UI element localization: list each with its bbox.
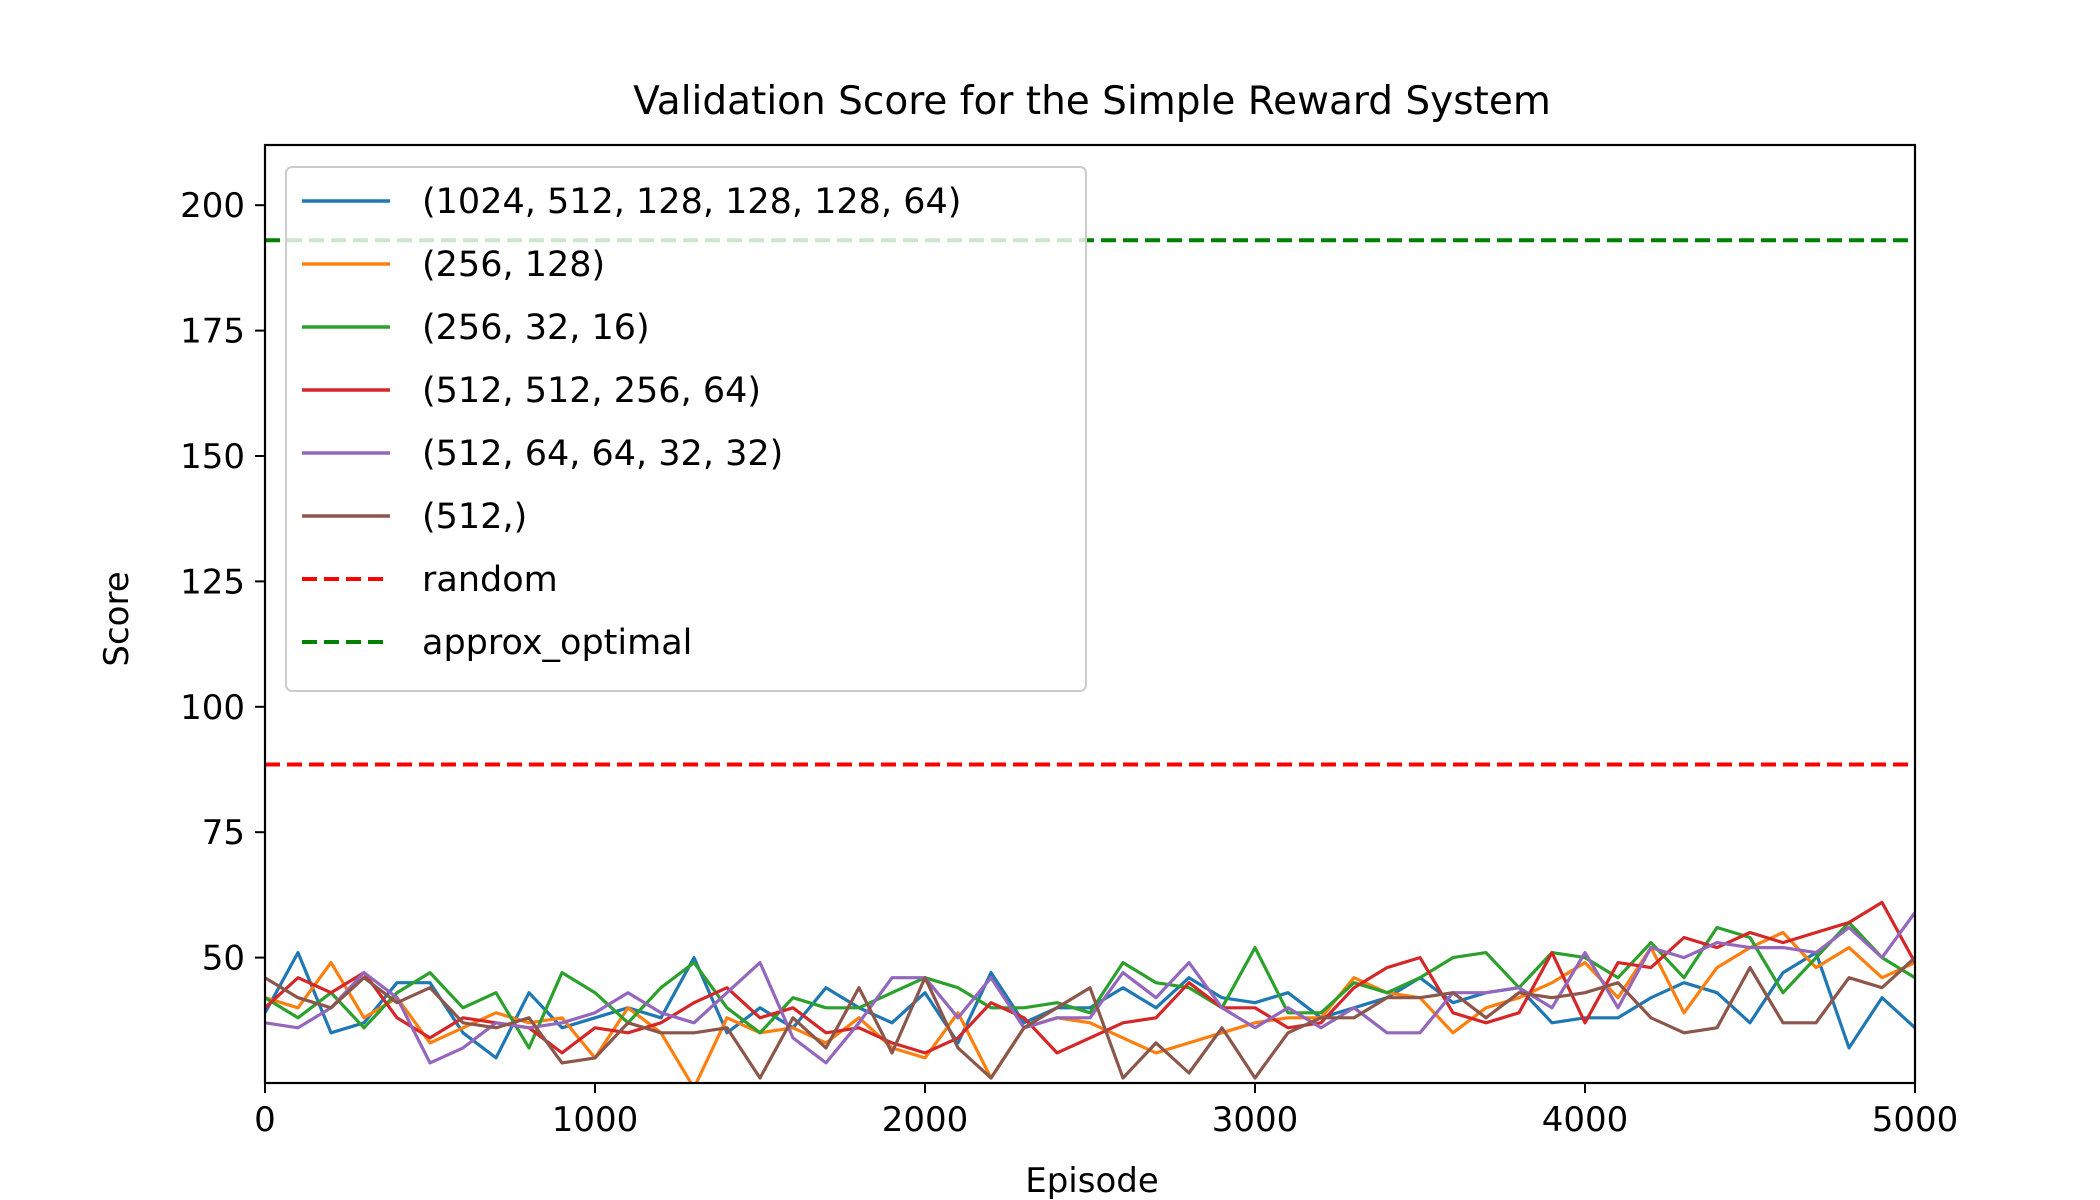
plot-area	[265, 238, 1915, 1083]
y-tick-label: 125	[180, 562, 245, 602]
x-tick-label: 3000	[1212, 1100, 1299, 1140]
x-tick-label: 5000	[1872, 1100, 1959, 1140]
axes: 0 1000 2000 3000 4000 5000 50 75 100 125 150 175 200	[180, 143, 1959, 1140]
x-tick-label: 2000	[882, 1100, 969, 1140]
legend-box	[285, 166, 1087, 692]
legend-label-1024-512-128-128-128-64: (1024, 512, 128, 128, 128, 64)	[422, 182, 961, 222]
legend-label-256-128: (256, 128)	[422, 245, 605, 285]
series-1024-512-128-128-128-64-line	[265, 950, 1915, 1060]
legend-label-512: (512,)	[422, 497, 527, 537]
legend: (1024, 512, 128, 128, 128, 64) (256, 128)…	[285, 166, 1087, 692]
legend-label-approx-optimal: approx_optimal	[422, 623, 692, 663]
series-512-line	[265, 956, 1915, 1080]
legend-label-256-32-16: (256, 32, 16)	[422, 308, 650, 348]
legend-label-512-64-64-32-32: (512, 64, 64, 32, 32)	[422, 434, 783, 474]
y-tick-label: 75	[202, 813, 245, 853]
series-512-64-64-32-32-line	[265, 911, 1915, 1065]
legend-label-512-512-256-64: (512, 512, 256, 64)	[422, 371, 761, 411]
y-tick-label: 100	[180, 688, 245, 728]
series-256-32-16-line	[265, 920, 1915, 1050]
axes-frame	[263, 143, 1917, 1085]
y-tick-label: 150	[180, 437, 245, 477]
x-axis-label: Episode	[1025, 1161, 1159, 1200]
y-axis-label: Score	[97, 571, 137, 666]
x-tick-label: 0	[254, 1100, 276, 1140]
chart-title: Validation Score for the Simple Reward S…	[633, 79, 1551, 124]
legend-label-random: random	[422, 560, 558, 600]
y-tick-label: 200	[180, 186, 245, 226]
y-tick-label: 50	[202, 939, 245, 979]
x-tick-label: 1000	[552, 1100, 639, 1140]
x-tick-label: 4000	[1542, 1100, 1629, 1140]
y-tick-label: 175	[180, 312, 245, 352]
